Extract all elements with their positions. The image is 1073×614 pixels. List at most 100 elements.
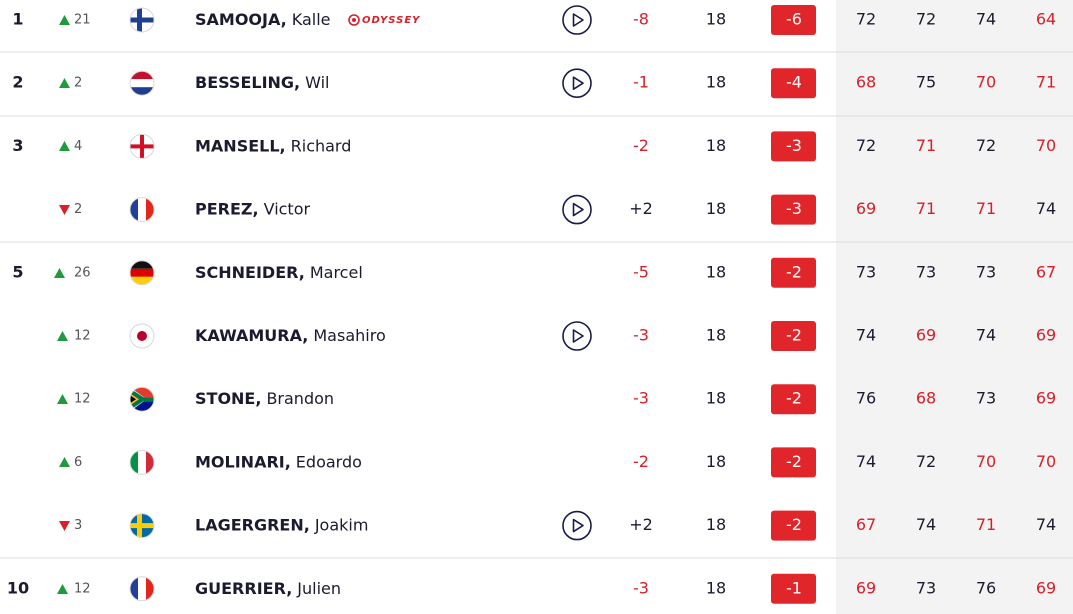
move: 4 [74,139,82,154]
round-score: 74 [916,515,936,534]
first-name: Brandon [266,389,334,408]
total: -4 [786,73,802,92]
round-score: 75 [916,73,936,92]
player-name: SAMOOJA, Kalle [195,10,331,29]
total: -1 [786,578,802,597]
flag-finland [129,7,155,33]
move: 3 [74,518,82,533]
player-name: GUERRIER, Julien [195,578,341,597]
move: 26 [74,265,91,280]
player-name: SCHNEIDER, Marcel [195,262,363,281]
thru: 18 [706,136,726,155]
flag-sweden [129,513,155,539]
thru: 18 [706,515,726,534]
last-name: BESSELING, [195,73,300,92]
today: -3 [633,578,649,597]
flag-italy [129,449,155,475]
move: 2 [74,202,82,217]
move: 12 [74,329,91,344]
flag-france [129,197,155,223]
first-name: Edoardo [296,452,362,471]
last-name: GUERRIER, [195,578,292,597]
thru: 18 [706,262,726,281]
round-score: 69 [1036,326,1056,345]
round-score: 74 [1036,515,1056,534]
flag-japan [129,323,155,349]
thru: 18 [706,389,726,408]
total: -2 [786,326,802,345]
thru: 18 [706,10,726,29]
today: +2 [629,199,653,218]
move: 2 [74,76,82,91]
move: 6 [74,455,82,470]
position: 1 [12,10,23,29]
first-name: Julien [296,578,341,597]
total-badge [771,573,816,604]
thru: 18 [706,578,726,597]
round-score: 72 [916,452,936,471]
round-score: 74 [976,326,996,345]
position: 10 [7,578,29,597]
play-button[interactable] [562,5,592,35]
round-score: 74 [976,10,996,29]
thru: 18 [706,199,726,218]
last-name: KAWAMURA, [195,326,308,345]
player-name: LAGERGREN, Joakim [195,515,368,534]
today: -5 [633,262,649,281]
today: +2 [629,515,653,534]
round-score: 72 [856,10,876,29]
round-score: 72 [856,136,876,155]
round-score: 67 [856,515,876,534]
first-name: Joakim [314,515,369,534]
total: -2 [786,262,802,281]
last-name: SCHNEIDER, [195,262,305,281]
round-score: 70 [1036,452,1056,471]
total-badge [771,68,816,99]
flag-france [129,576,155,602]
total-badge [771,510,816,541]
round-score: 69 [856,578,876,597]
total: -2 [786,389,802,408]
move: 12 [74,392,91,407]
move-arrows [54,15,70,594]
round-score: 71 [1036,73,1056,92]
play-button[interactable] [562,321,592,351]
round-score: 71 [976,515,996,534]
player-name: PEREZ, Victor [195,199,310,218]
total-badge [771,447,816,478]
round-score: 73 [976,262,996,281]
last-name: MOLINARI, [195,452,291,471]
round-score: 69 [916,326,936,345]
total-badge [771,257,816,288]
play-button[interactable] [562,194,592,225]
play-button[interactable] [562,68,592,98]
thru: 18 [706,73,726,92]
round-score: 71 [976,199,996,218]
last-name: LAGERGREN, [195,515,310,534]
round-score: 72 [976,136,996,155]
round-score: 74 [856,326,876,345]
flag-england [129,133,155,159]
total-badge [771,321,816,351]
round-score: 73 [856,262,876,281]
first-name: Marcel [310,262,363,281]
position: 2 [12,73,23,92]
round-score: 71 [916,136,936,155]
thru: 18 [706,326,726,345]
play-button[interactable] [562,510,592,541]
round-score: 69 [1036,389,1056,408]
total-badge [771,384,816,415]
total: -6 [786,10,802,29]
round-score: 69 [1036,578,1056,597]
last-name: MANSELL, [195,136,286,155]
today: -2 [633,136,649,155]
round-score: 76 [856,389,876,408]
player-name: MOLINARI, Edoardo [195,452,362,471]
first-name: Victor [264,199,311,218]
round-score: 74 [856,452,876,471]
total: -2 [786,452,802,471]
round-score: 72 [916,10,936,29]
first-name: Kalle [292,10,331,29]
round-score: 64 [1036,10,1056,29]
round-score: 70 [976,452,996,471]
